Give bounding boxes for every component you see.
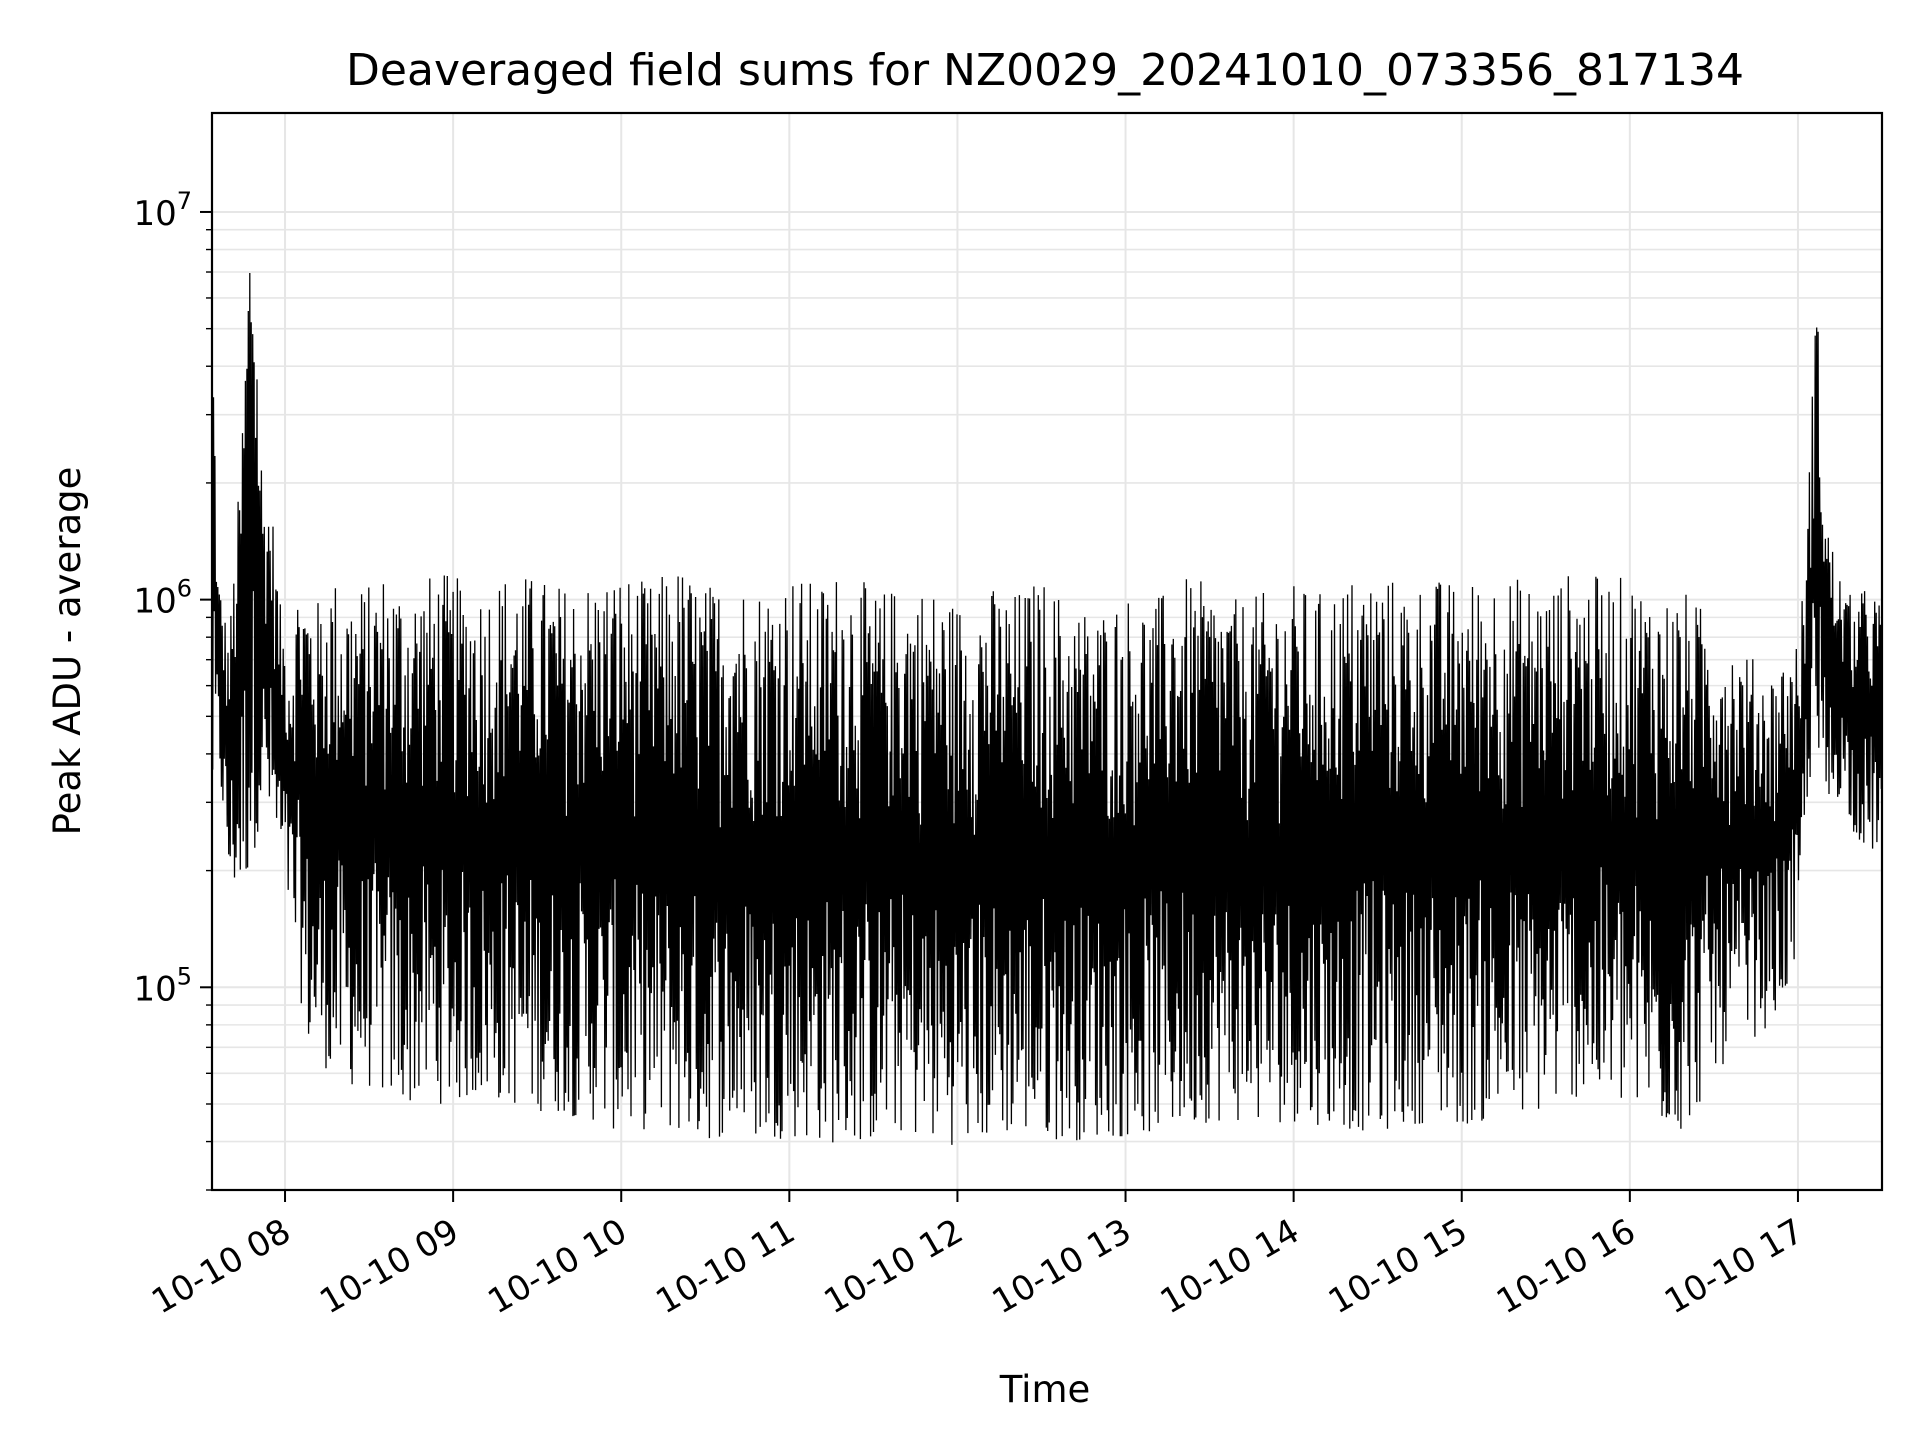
series-line <box>211 272 1883 1145</box>
y-axis: 105 106 107 <box>133 187 212 1191</box>
plot-frame <box>210 111 1884 1192</box>
x-axis-label: Time <box>999 1368 1091 1411</box>
y-axis-label: Peak ADU - average <box>46 467 89 836</box>
y-tick-label: 106 <box>133 575 192 622</box>
series-polyline <box>211 272 1883 1145</box>
chart-title: Deaveraged field sums for NZ0029_2024101… <box>346 45 1744 96</box>
y-tick-label: 105 <box>133 962 192 1009</box>
y-tick-label: 107 <box>133 187 192 234</box>
